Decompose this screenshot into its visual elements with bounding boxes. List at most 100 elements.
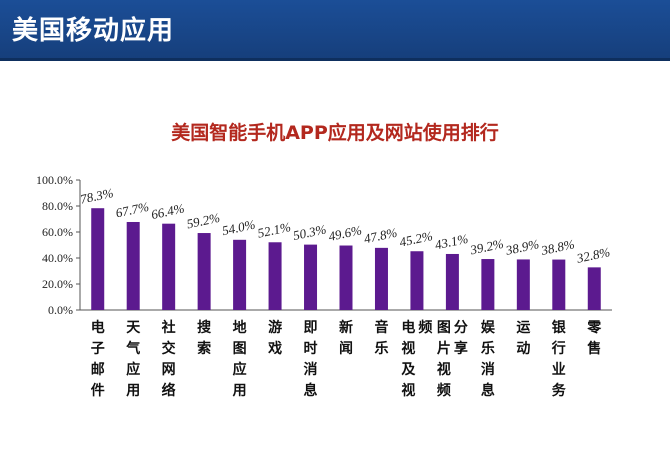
category-label-char: 动 [516,340,530,357]
category-label-char: 乐 [481,340,495,357]
header-bar: 美国移动应用 [0,0,670,58]
bar [410,251,424,310]
category-label-char: 络 [162,382,176,399]
bar [587,267,601,310]
category-label-char: 零 [586,319,602,336]
data-label: 43.1% [433,231,469,253]
category-label-char: 即 [304,320,318,336]
category-label-char: 乐 [374,340,388,357]
header-title: 美国移动应用 [12,16,175,46]
category-label-char: 电 [91,319,105,336]
header-divider [0,58,670,61]
category-label-char: 网 [162,362,176,378]
category-label-char: 索 [197,340,211,357]
category-label-char: 用 [233,383,247,399]
category-label-char: 银 [552,319,567,336]
y-tick-label: 80.0% [42,199,73,213]
category-label-char: 售 [586,340,601,357]
category-label-char: 电 [401,319,415,336]
category-label-char: 分 [454,320,468,336]
category-label-char: 视 [401,340,415,357]
bar [304,244,318,310]
category-label-char: 片 [437,340,451,357]
category-label-char: 视 [401,382,415,399]
category-label-char: 图 [233,341,247,357]
category-label-char: 享 [454,340,468,357]
category-label-char: 频 [418,319,432,336]
data-label: 32.8% [574,244,611,266]
bar [445,253,459,310]
category-label-char: 运 [516,320,530,336]
category-label-char: 闻 [339,340,353,357]
bar [162,223,176,310]
category-label-char: 子 [91,341,105,357]
category-label-char: 戏 [267,340,282,357]
category-label-char: 消 [481,361,495,378]
bar [552,259,566,310]
data-label: 38.8% [539,236,576,258]
category-label-char: 件 [91,382,105,399]
bar [91,208,105,310]
category-label-char: 音 [374,319,388,336]
data-label: 50.3% [292,221,328,243]
data-label: 45.2% [398,228,434,250]
category-label-char: 息 [481,382,495,399]
category-label-char: 视 [437,361,451,378]
bar [268,242,282,310]
category-label-char: 行 [551,340,566,357]
category-label-char: 新 [339,319,353,336]
data-label: 47.8% [363,225,399,247]
category-label: 运动 [516,320,530,357]
category-label-char: 业 [552,362,566,378]
chart-title: 美国智能手机APP应用及网站使用排行 [171,122,499,144]
y-tick-label: 60.0% [42,225,73,239]
category-label-char: 务 [552,382,567,399]
category-label-char: 娱 [481,319,496,336]
category-label: 音乐 [374,319,388,357]
category-label-char: 天 [126,320,141,336]
category-label-char: 消 [304,361,318,378]
category-label-char: 图 [437,320,451,336]
bar [374,247,388,310]
y-tick-label: 40.0% [42,251,73,265]
bar [126,221,140,310]
category-label: 搜索 [197,319,212,357]
category-label-char: 社 [161,319,176,336]
data-label: 54.0% [221,217,257,239]
category-label-char: 地 [233,319,247,336]
data-label: 49.6% [327,222,363,244]
category-label-char: 气 [125,340,140,357]
bar [481,259,495,310]
category-label-char: 应 [126,361,140,378]
bar [233,239,247,310]
bar [197,233,211,310]
bar [516,259,530,310]
y-tick-label: 0.0% [48,303,73,317]
category-label-char: 用 [126,383,140,399]
y-tick-label: 100.0% [36,173,73,187]
category-label-char: 交 [162,340,176,357]
category-label-char: 游 [268,319,282,336]
category-label-char: 息 [304,382,318,399]
y-tick-label: 20.0% [42,277,73,291]
data-label: 38.9% [503,236,540,258]
category-label-char: 及 [401,362,416,378]
category-label-char: 邮 [91,361,105,378]
category-label: 游戏 [267,319,282,357]
data-label: 66.4% [150,200,186,222]
category-label: 新闻 [339,319,353,357]
category-label-char: 频 [437,382,451,399]
data-label: 67.7% [114,199,150,221]
data-label: 52.1% [256,219,292,241]
bar [339,245,353,310]
category-label-char: 搜 [197,319,212,336]
